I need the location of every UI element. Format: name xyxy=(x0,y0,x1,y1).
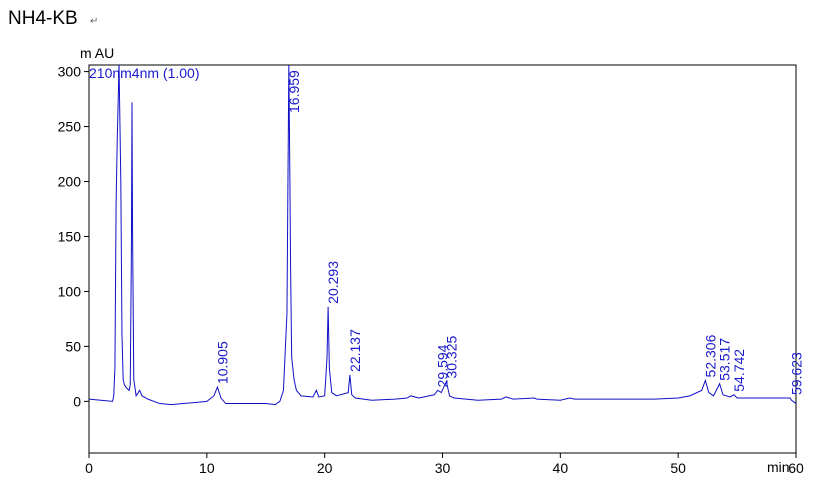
y-tick-label: 250 xyxy=(58,119,82,135)
title-mark: ↵ xyxy=(90,16,98,27)
x-tick-label: 30 xyxy=(435,460,451,476)
x-axis-label: min xyxy=(767,459,790,475)
y-axis-label: m AU xyxy=(80,45,114,61)
peak-label: 53.517 xyxy=(717,338,733,381)
y-tick-label: 0 xyxy=(73,393,81,409)
plot-frame xyxy=(88,64,797,454)
x-tick-label: 0 xyxy=(85,460,93,476)
y-tick-label: 50 xyxy=(65,338,81,354)
peak-label: 16.959 xyxy=(286,70,302,113)
peak-label: 22.137 xyxy=(347,329,363,372)
x-tick-label: 40 xyxy=(553,460,569,476)
chart-title: NH4-KB xyxy=(8,8,78,29)
trace xyxy=(89,65,796,406)
x-tick-label: 10 xyxy=(199,460,215,476)
annotation: 210nm4nm (1.00) xyxy=(89,65,200,81)
peak-label: 29.594 xyxy=(435,344,451,387)
peak-label: 20.293 xyxy=(325,261,341,304)
peak-label: 54.742 xyxy=(731,349,747,392)
y-tick-label: 150 xyxy=(58,228,82,244)
x-tick-label: 50 xyxy=(670,460,686,476)
x-tick-label: 60 xyxy=(788,460,804,476)
y-tick-label: 300 xyxy=(58,64,82,80)
peak-label: 52.306 xyxy=(702,334,718,377)
peak-label: 30.325 xyxy=(443,336,459,379)
x-tick-label: 20 xyxy=(317,460,333,476)
y-tick-label: 200 xyxy=(58,174,82,190)
y-tick-label: 100 xyxy=(58,283,82,299)
peak-label: 10.905 xyxy=(214,341,230,384)
peak-label: 59.623 xyxy=(789,352,805,395)
